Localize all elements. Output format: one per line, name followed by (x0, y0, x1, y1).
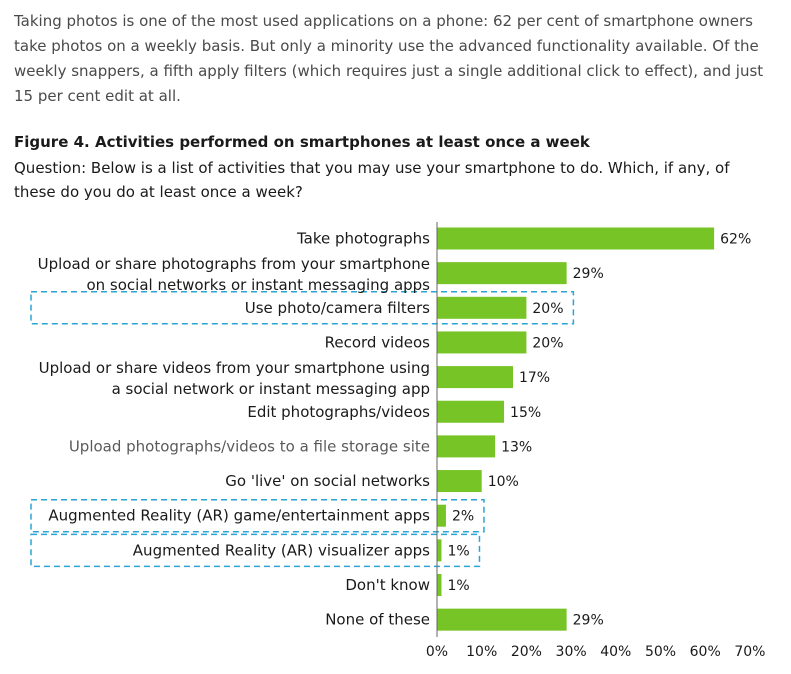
bar (437, 504, 446, 527)
category-label: Edit photographs/videos (247, 403, 430, 421)
value-label: 20% (532, 335, 563, 351)
category-label: Don't know (345, 576, 430, 594)
category-labels: Take photographs Upload or share photogra… (38, 230, 431, 629)
x-tick-label: 70% (734, 644, 765, 660)
x-tick-label: 0% (426, 644, 448, 660)
x-tick-label: 20% (511, 644, 542, 660)
category-label: Record videos (325, 333, 431, 351)
value-label: 20% (532, 301, 563, 317)
bar (437, 608, 567, 631)
x-tick-label: 10% (466, 644, 497, 660)
value-label: 15% (510, 405, 541, 421)
value-label: 62% (720, 232, 751, 248)
bar (437, 400, 505, 423)
category-label: Take photographs (296, 230, 430, 248)
figure-question: Question: Below is a list of activities … (14, 159, 730, 201)
value-labels: 62% 29% 20% 20% 17% 15% 13% 10% 2% 1% 1% 29% (447, 232, 751, 629)
x-tick-label: 60% (690, 644, 721, 660)
bar (437, 331, 527, 354)
x-tick-label: 30% (556, 644, 587, 660)
category-label: Upload photographs/videos to a file stor… (69, 437, 430, 455)
bar (437, 262, 567, 285)
value-label: 1% (447, 578, 469, 594)
value-label: 1% (447, 543, 469, 559)
bar (437, 366, 513, 389)
value-label: 29% (573, 266, 604, 282)
value-label: 29% (573, 613, 604, 629)
bar (437, 296, 527, 319)
category-label: Augmented Reality (AR) game/entertainmen… (48, 507, 430, 525)
category-label: Upload or share photographs from your sm… (38, 255, 430, 273)
category-label: None of these (325, 611, 430, 629)
bar (437, 539, 442, 562)
figure-title: Figure 4. Activities performed on smartp… (14, 133, 590, 151)
value-label: 17% (519, 370, 550, 386)
category-label: Use photo/camera filters (245, 299, 430, 317)
x-tick-label: 50% (645, 644, 676, 660)
category-label: a social network or instant messaging ap… (112, 380, 430, 398)
x-tick-label: 40% (600, 644, 631, 660)
value-label: 10% (488, 474, 519, 490)
category-label: Augmented Reality (AR) visualizer apps (133, 541, 430, 559)
highlight-box (30, 533, 481, 568)
value-label: 2% (452, 509, 474, 525)
intro-paragraph: Taking photos is one of the most used ap… (14, 12, 764, 105)
category-label: on social networks or instant messaging … (86, 276, 430, 294)
bars (437, 227, 715, 631)
value-label: 13% (501, 439, 532, 455)
bar (437, 574, 442, 596)
highlight-box (30, 291, 575, 325)
x-axis-ticks: 0% 10% 20% 30% 40% 50% 60% 70% (426, 644, 766, 660)
highlight-box (30, 498, 485, 533)
category-label: Upload or share videos from your smartph… (39, 359, 430, 377)
bar (437, 227, 715, 250)
category-label: Go 'live' on social networks (225, 472, 430, 490)
highlight-boxes (30, 291, 575, 568)
bar (437, 470, 482, 493)
bar (437, 435, 496, 458)
